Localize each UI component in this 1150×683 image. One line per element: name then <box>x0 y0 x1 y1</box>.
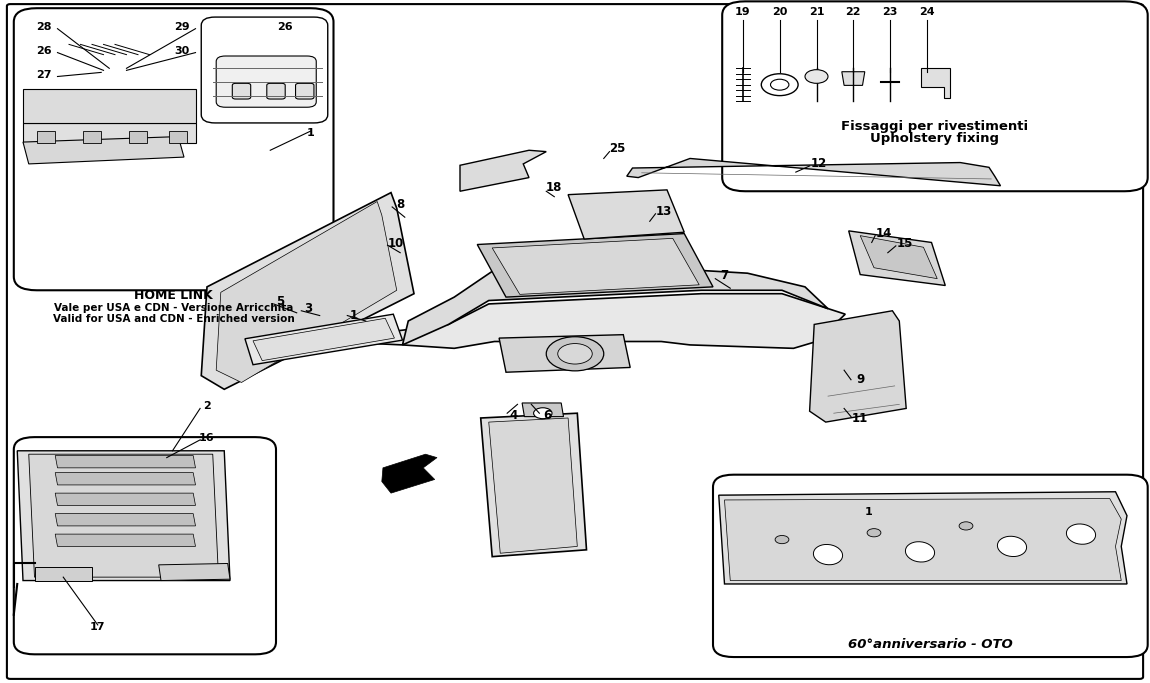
Polygon shape <box>499 335 630 372</box>
Ellipse shape <box>1066 524 1096 544</box>
Text: 60°anniversario - OTO: 60°anniversario - OTO <box>848 637 1013 651</box>
Polygon shape <box>23 123 196 143</box>
Polygon shape <box>492 238 699 294</box>
Text: 24: 24 <box>919 8 935 17</box>
Polygon shape <box>568 190 684 239</box>
Text: 11: 11 <box>852 412 868 426</box>
Text: 23: 23 <box>882 8 898 17</box>
Polygon shape <box>55 456 196 468</box>
Polygon shape <box>460 150 546 191</box>
Polygon shape <box>55 473 196 485</box>
Polygon shape <box>55 534 196 546</box>
Text: Vale per USA e CDN - Versione Arricchita: Vale per USA e CDN - Versione Arricchita <box>54 303 293 313</box>
Text: 13: 13 <box>656 205 672 219</box>
Polygon shape <box>216 201 397 382</box>
Text: 1: 1 <box>350 309 359 322</box>
Text: 12: 12 <box>811 157 827 171</box>
Polygon shape <box>29 454 218 577</box>
FancyBboxPatch shape <box>14 437 276 654</box>
Text: 1: 1 <box>865 507 872 517</box>
Text: 3: 3 <box>304 302 313 316</box>
FancyBboxPatch shape <box>296 83 314 99</box>
Polygon shape <box>860 236 937 279</box>
Text: 9: 9 <box>856 373 865 387</box>
Text: 20: 20 <box>772 8 788 17</box>
Text: Upholstery fixing: Upholstery fixing <box>871 132 999 145</box>
Text: 30: 30 <box>174 46 190 56</box>
Circle shape <box>558 344 592 364</box>
Text: HOME LINK: HOME LINK <box>135 289 213 303</box>
Text: 21: 21 <box>808 8 825 17</box>
FancyBboxPatch shape <box>14 8 334 290</box>
Polygon shape <box>169 131 187 143</box>
Circle shape <box>775 535 789 544</box>
Ellipse shape <box>905 542 935 562</box>
Circle shape <box>805 70 828 83</box>
Polygon shape <box>34 567 92 581</box>
Circle shape <box>867 529 881 537</box>
Text: 26: 26 <box>36 46 52 56</box>
Polygon shape <box>17 451 230 581</box>
Circle shape <box>546 337 604 371</box>
Polygon shape <box>719 492 1127 584</box>
Polygon shape <box>55 493 196 505</box>
Text: 14: 14 <box>876 227 892 240</box>
FancyBboxPatch shape <box>201 17 328 123</box>
Text: 26: 26 <box>277 23 293 32</box>
Text: 16: 16 <box>199 434 215 443</box>
Text: 15: 15 <box>897 237 913 251</box>
Polygon shape <box>382 454 437 493</box>
Text: 8: 8 <box>396 198 405 212</box>
Circle shape <box>534 408 552 419</box>
FancyBboxPatch shape <box>7 4 1143 679</box>
Polygon shape <box>810 311 906 422</box>
Text: 4: 4 <box>509 408 519 422</box>
Polygon shape <box>23 89 196 123</box>
Text: 10: 10 <box>388 236 404 250</box>
Text: 22: 22 <box>845 8 861 17</box>
Polygon shape <box>37 131 55 143</box>
Polygon shape <box>921 68 950 98</box>
FancyBboxPatch shape <box>722 1 1148 191</box>
Polygon shape <box>481 413 586 557</box>
Polygon shape <box>201 193 414 389</box>
Text: 19: 19 <box>735 8 751 17</box>
Polygon shape <box>328 294 845 348</box>
Polygon shape <box>489 418 577 553</box>
Polygon shape <box>55 514 196 526</box>
Text: 27: 27 <box>36 70 52 80</box>
Polygon shape <box>245 314 402 365</box>
Text: 7: 7 <box>720 269 729 283</box>
Ellipse shape <box>813 544 843 565</box>
Polygon shape <box>522 403 564 417</box>
FancyBboxPatch shape <box>216 56 316 107</box>
Text: 17: 17 <box>90 622 106 632</box>
Text: 25: 25 <box>610 142 626 156</box>
Text: 28: 28 <box>36 23 52 32</box>
Polygon shape <box>23 137 184 164</box>
Text: 5: 5 <box>276 294 285 308</box>
Text: 29: 29 <box>174 23 190 32</box>
Text: 6: 6 <box>543 408 552 422</box>
Polygon shape <box>159 563 230 581</box>
Text: 2: 2 <box>204 402 210 411</box>
FancyBboxPatch shape <box>267 83 285 99</box>
FancyBboxPatch shape <box>232 83 251 99</box>
Polygon shape <box>842 72 865 85</box>
Polygon shape <box>83 131 101 143</box>
Polygon shape <box>477 234 713 297</box>
Ellipse shape <box>997 536 1027 557</box>
Polygon shape <box>253 318 394 361</box>
Text: Valid for USA and CDN - Enriched version: Valid for USA and CDN - Enriched version <box>53 314 294 324</box>
Polygon shape <box>724 499 1121 581</box>
Polygon shape <box>627 158 1000 186</box>
Text: 1: 1 <box>307 128 314 138</box>
Polygon shape <box>129 131 147 143</box>
Polygon shape <box>402 270 828 345</box>
Text: Fissaggi per rivestimenti: Fissaggi per rivestimenti <box>842 120 1028 133</box>
FancyBboxPatch shape <box>713 475 1148 657</box>
Circle shape <box>959 522 973 530</box>
Polygon shape <box>849 231 945 285</box>
Text: 18: 18 <box>546 181 562 195</box>
